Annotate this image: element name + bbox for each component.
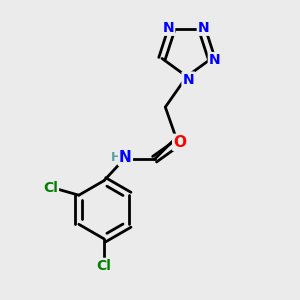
Text: O: O: [173, 135, 186, 150]
Text: H: H: [111, 151, 122, 164]
Text: Cl: Cl: [97, 259, 112, 273]
Text: N: N: [198, 21, 209, 35]
Text: N: N: [209, 53, 220, 67]
Text: N: N: [182, 73, 194, 86]
Text: Cl: Cl: [43, 181, 58, 195]
Text: N: N: [163, 21, 174, 35]
Text: N: N: [119, 150, 132, 165]
